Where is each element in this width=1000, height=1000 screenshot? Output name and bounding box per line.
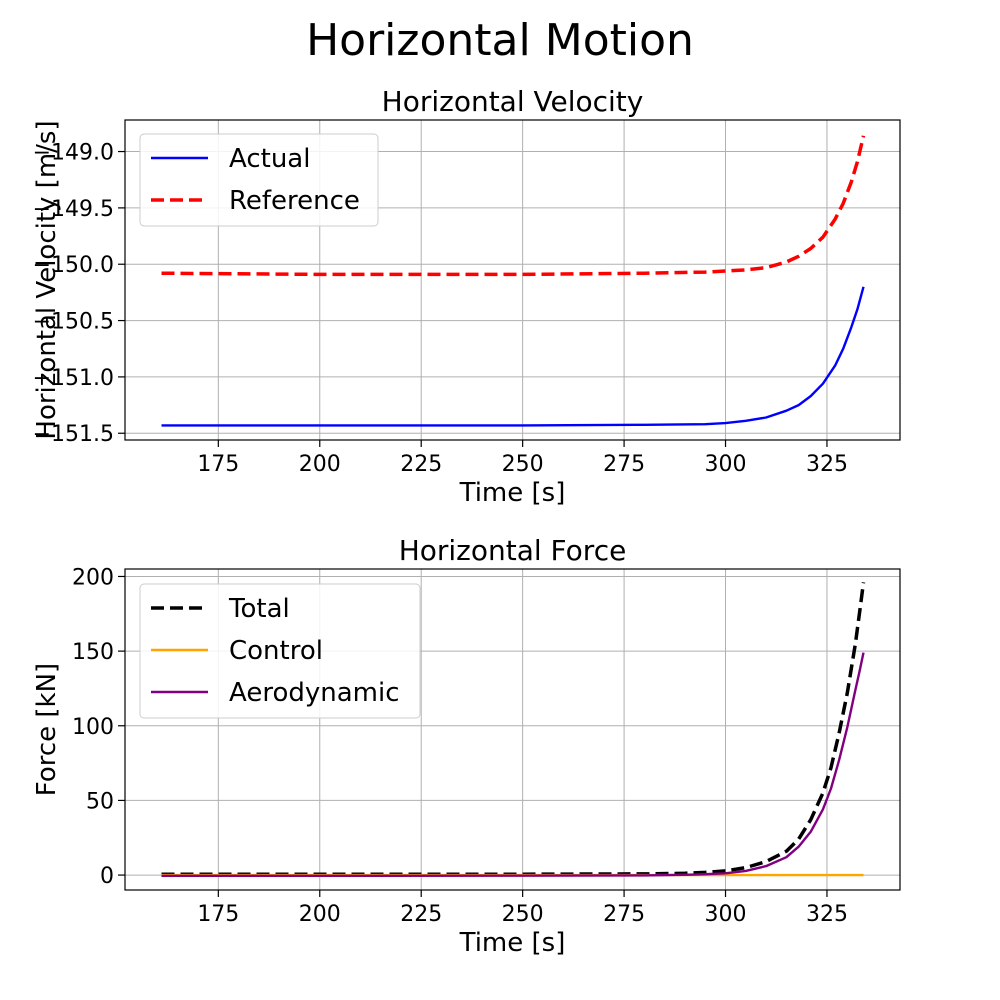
legend-label-reference: Reference xyxy=(229,186,360,216)
y-tick-label: 0 xyxy=(100,864,114,889)
legend-label-total: Total xyxy=(228,594,290,624)
x-tick-label: 250 xyxy=(502,452,544,477)
x-axis-label: Time [s] xyxy=(459,928,566,958)
series-line-reference xyxy=(161,135,866,277)
chart-title: Horizontal Velocity xyxy=(382,85,644,118)
y-axis-label: Horizontal Velocity [m/s] xyxy=(32,120,62,439)
legend-box xyxy=(139,583,421,719)
x-tick-label: 325 xyxy=(806,452,848,477)
y-tick-label: −149.5 xyxy=(33,197,114,222)
legend-label-control: Control xyxy=(229,636,323,666)
x-tick-label: 200 xyxy=(299,902,341,927)
y-tick-label: 100 xyxy=(72,715,114,740)
x-axis-label: Time [s] xyxy=(459,478,566,508)
y-axis-label: Force [kN] xyxy=(32,663,62,796)
legend: Total Control Aerodynamic xyxy=(139,583,421,719)
x-tick-label: 225 xyxy=(400,452,442,477)
y-tick-label: −150.0 xyxy=(33,253,114,278)
x-tick-label: 300 xyxy=(705,902,747,927)
legend: Actual Reference xyxy=(139,133,379,227)
y-tick-label: 150 xyxy=(72,640,114,665)
y-tick-label: −151.5 xyxy=(33,422,114,447)
x-tick-label: 275 xyxy=(603,902,645,927)
legend-label-actual: Actual xyxy=(229,144,310,174)
series-line-actual xyxy=(161,286,865,427)
y-tick-label: 50 xyxy=(86,789,114,814)
y-tick-label: −150.5 xyxy=(33,310,114,335)
figure-title: Horizontal Motion xyxy=(306,15,694,66)
chart-title: Horizontal Force xyxy=(399,534,627,567)
x-tick-label: 200 xyxy=(299,452,341,477)
x-tick-label: 175 xyxy=(197,902,239,927)
x-tick-label: 275 xyxy=(603,452,645,477)
series-line-aerodynamic xyxy=(161,652,865,877)
x-tick-label: 250 xyxy=(502,902,544,927)
y-tick-label: 200 xyxy=(72,565,114,590)
x-tick-label: 300 xyxy=(705,452,747,477)
x-tick-label: 325 xyxy=(806,902,848,927)
legend-label-aerodynamic: Aerodynamic xyxy=(229,678,400,708)
plot-frame xyxy=(124,119,901,441)
x-tick-label: 225 xyxy=(400,902,442,927)
x-tick-label: 175 xyxy=(197,452,239,477)
plot-frame xyxy=(124,568,901,891)
force-panel: 175 200 225 250 275 300 325 0 50 100 150 200 Horizon… xyxy=(32,534,901,958)
velocity-panel: 175 200 225 250 275 300 325 −151.5 −151.0 −150.5 −… xyxy=(32,85,901,508)
y-tick-label: −149.0 xyxy=(33,141,114,166)
y-tick-label: −151.0 xyxy=(33,366,114,391)
